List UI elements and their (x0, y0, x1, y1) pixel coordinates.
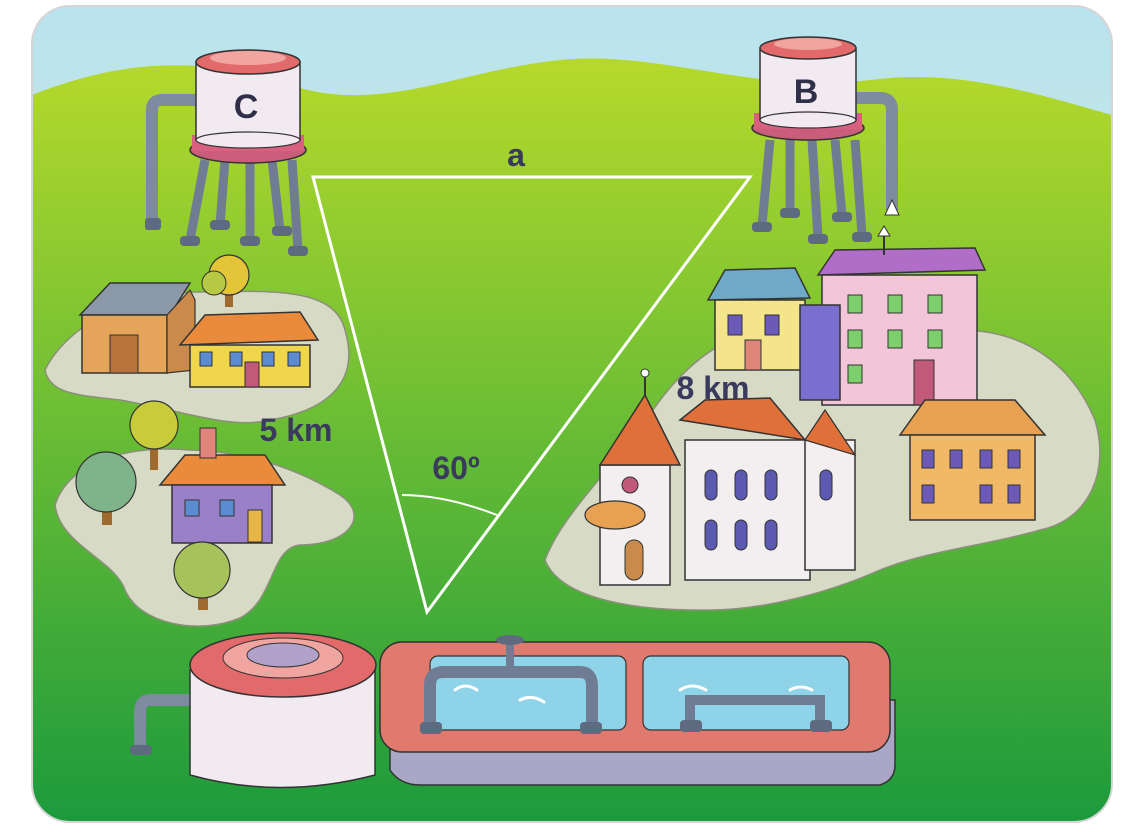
water-tower-b (751, 36, 900, 244)
church-right (584, 368, 857, 586)
blue-roof-house-right (706, 267, 812, 371)
frame (31, 5, 1113, 823)
round-tank-d (130, 632, 377, 789)
angle-arc-60 (401, 494, 498, 516)
distance-triangle (311, 175, 753, 616)
tank-c-label: C (234, 88, 259, 126)
purple-house-left (158, 427, 287, 544)
pink-building-right (799, 225, 987, 406)
tank-b-label: B (794, 73, 819, 111)
treatment-pools (379, 635, 896, 786)
barn-left (78, 282, 196, 374)
water-tower-c (145, 49, 308, 256)
orange-house-right (898, 399, 1047, 521)
side-a-label: a (507, 137, 525, 173)
yellow-house-left (178, 311, 320, 388)
side-cd-label: 5 km (260, 412, 333, 448)
side-bd-label: 8 km (677, 370, 750, 406)
tree-left-1 (201, 254, 250, 307)
trees-left-group (75, 400, 231, 610)
angle-label: 60º (432, 450, 480, 486)
